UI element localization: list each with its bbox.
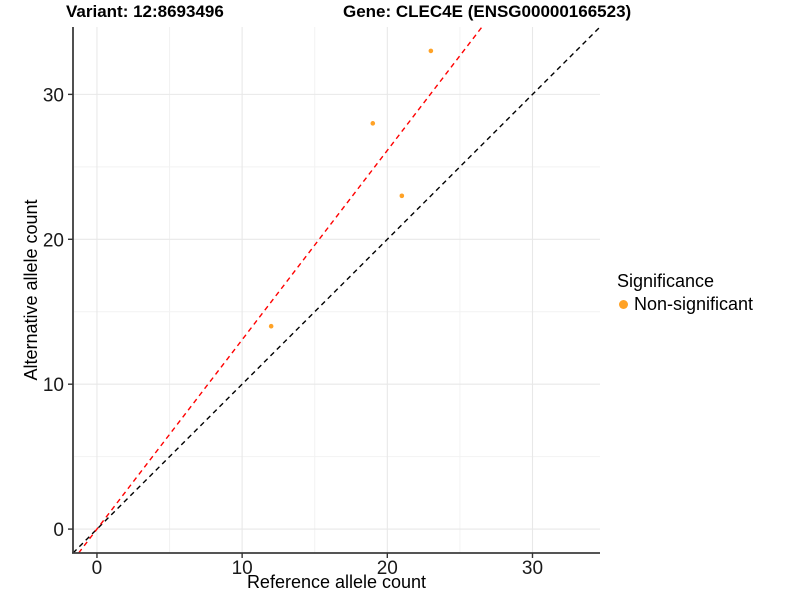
- y-axis-title: Alternative allele count: [21, 199, 41, 381]
- y-tick-label: 30: [43, 85, 64, 106]
- gene-title: Gene: CLEC4E (ENSG00000166523): [343, 2, 632, 21]
- identity-line: [72, 26, 601, 554]
- x-axis-title: Reference allele count: [246, 572, 427, 592]
- legend-title: Significance: [617, 271, 715, 291]
- y-tick-label: 10: [43, 375, 64, 396]
- x-tick-label: 30: [522, 558, 543, 579]
- data-point: [370, 121, 376, 126]
- legend-item: Non-significant: [617, 294, 753, 315]
- x-tick-label: 0: [92, 558, 103, 579]
- legend-point-icon: [619, 300, 628, 309]
- data-point: [428, 48, 434, 54]
- legend: Significance Non-significant: [617, 271, 753, 315]
- variant-title: Variant: 12:8693496: [66, 2, 224, 21]
- x-tick-label: 10: [232, 558, 253, 579]
- data-point: [268, 323, 274, 329]
- y-tick-label: 20: [43, 230, 64, 251]
- x-tick-label: 20: [377, 558, 398, 579]
- y-tick-label: 0: [53, 520, 64, 541]
- legend-item-label: Non-significant: [634, 294, 754, 314]
- data-point: [399, 193, 405, 199]
- allelic-ratio-line: [78, 26, 483, 554]
